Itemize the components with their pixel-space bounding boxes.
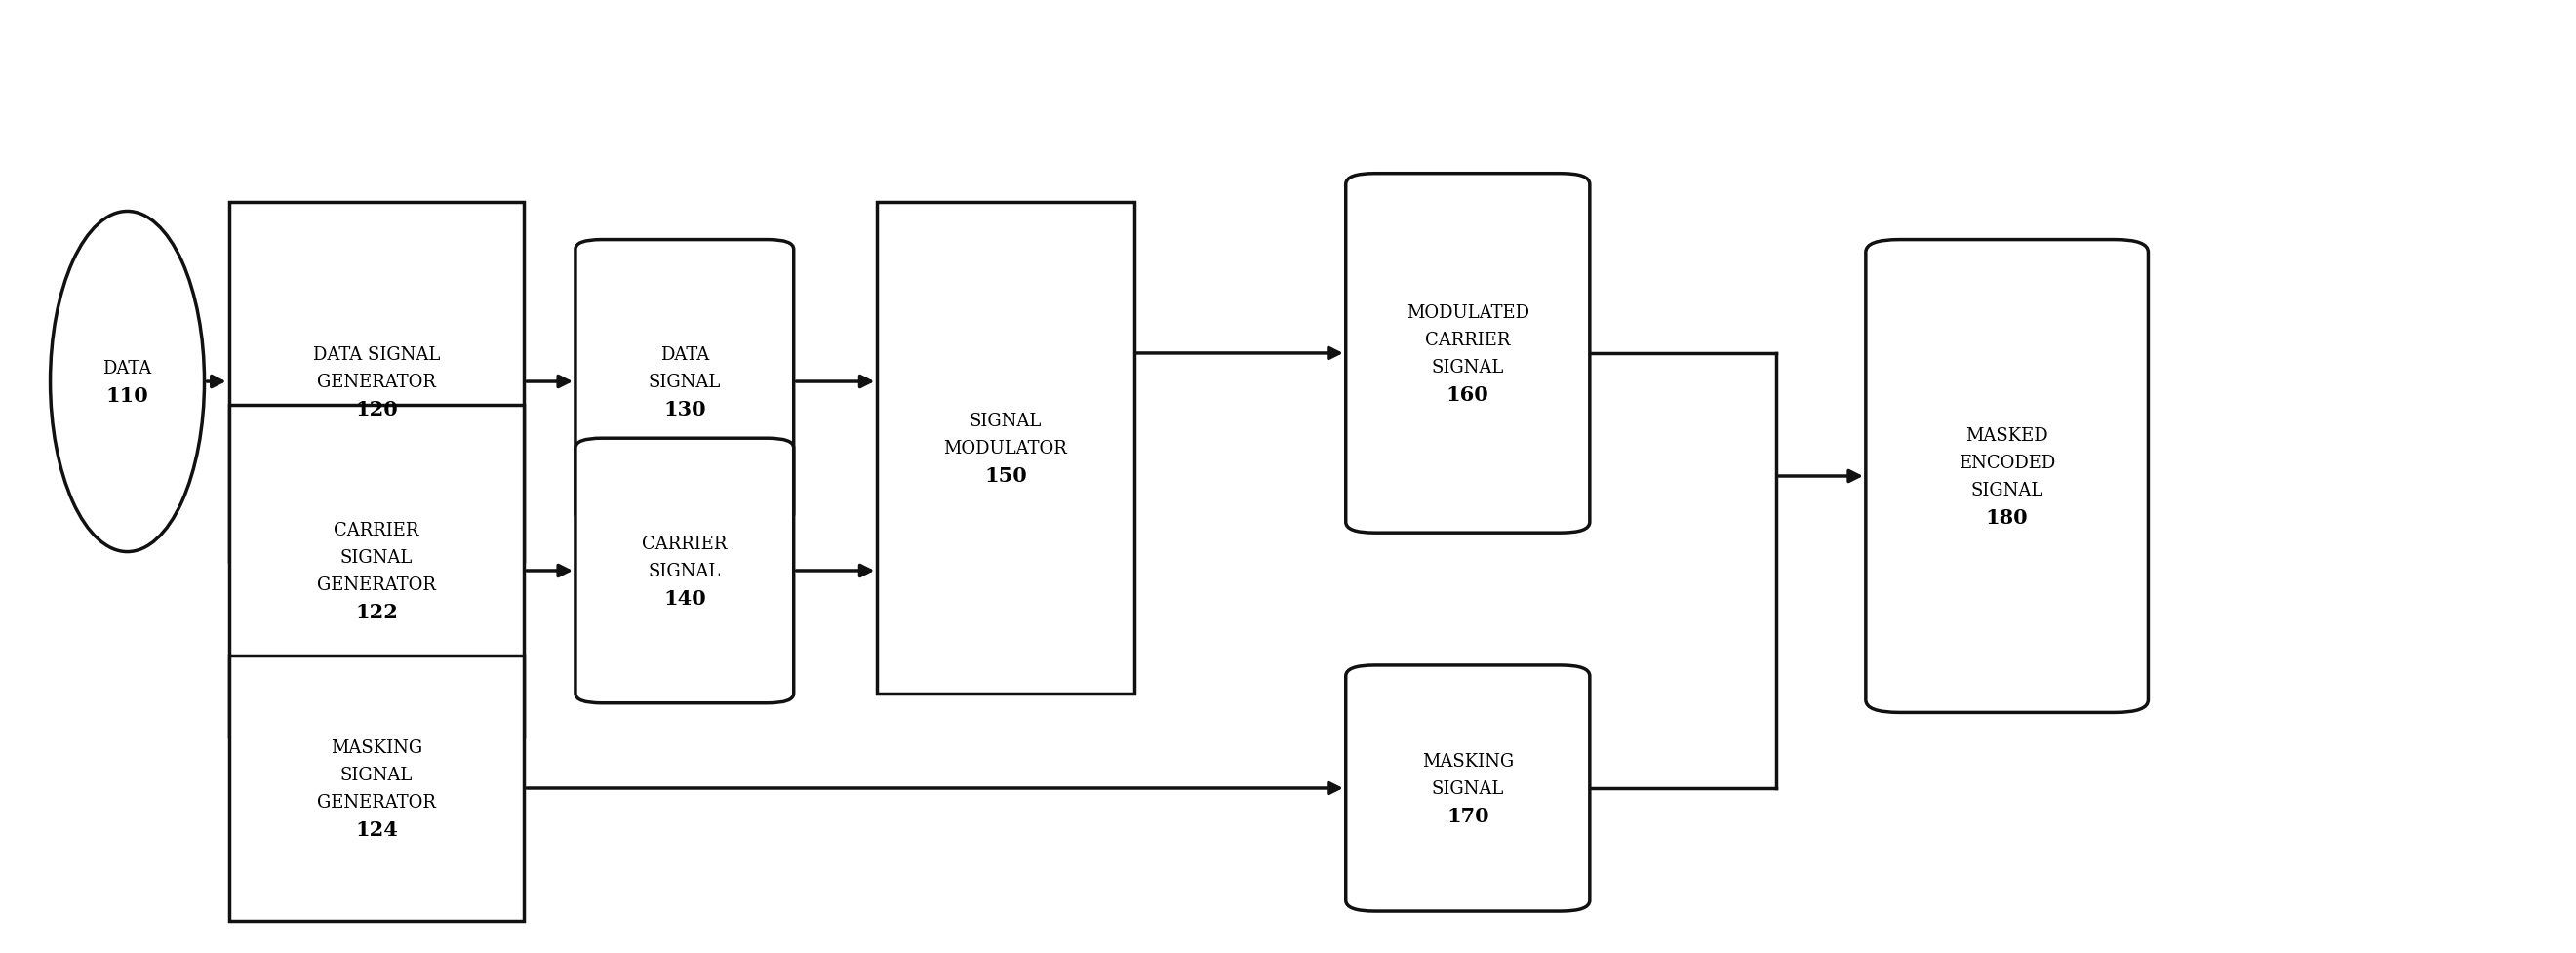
Text: SIGNAL: SIGNAL [649, 562, 721, 579]
Text: 140: 140 [662, 588, 706, 608]
FancyBboxPatch shape [1345, 665, 1589, 911]
Text: MASKING: MASKING [1422, 753, 1515, 770]
Text: 180: 180 [1986, 507, 2027, 527]
Text: MODULATED: MODULATED [1406, 304, 1530, 322]
Text: 110: 110 [106, 386, 149, 405]
FancyBboxPatch shape [1865, 240, 2148, 713]
FancyBboxPatch shape [878, 202, 1133, 694]
Text: CARRIER: CARRIER [641, 536, 726, 553]
Text: 124: 124 [355, 819, 397, 839]
Text: 130: 130 [662, 399, 706, 418]
Text: SIGNAL: SIGNAL [340, 766, 412, 783]
Text: 150: 150 [984, 465, 1028, 485]
Text: DATA: DATA [103, 359, 152, 377]
Text: MASKING: MASKING [330, 739, 422, 757]
Text: DATA SIGNAL: DATA SIGNAL [312, 346, 440, 364]
Text: DATA: DATA [659, 346, 708, 364]
Text: 170: 170 [1448, 805, 1489, 825]
Text: 120: 120 [355, 399, 397, 418]
Text: ENCODED: ENCODED [1958, 455, 2056, 472]
Text: SIGNAL: SIGNAL [649, 374, 721, 391]
Text: SIGNAL: SIGNAL [1432, 780, 1504, 797]
Text: GENERATOR: GENERATOR [317, 374, 435, 391]
FancyBboxPatch shape [229, 202, 523, 561]
Text: 122: 122 [355, 601, 397, 621]
FancyBboxPatch shape [229, 406, 523, 737]
FancyBboxPatch shape [574, 240, 793, 524]
Text: MODULATOR: MODULATOR [943, 439, 1066, 456]
Ellipse shape [52, 212, 204, 552]
Text: SIGNAL: SIGNAL [340, 549, 412, 566]
FancyBboxPatch shape [229, 656, 523, 921]
Text: GENERATOR: GENERATOR [317, 576, 435, 594]
Text: CARRIER: CARRIER [335, 521, 420, 539]
Text: GENERATOR: GENERATOR [317, 793, 435, 811]
Text: SIGNAL: SIGNAL [1432, 358, 1504, 375]
Text: SIGNAL: SIGNAL [1971, 481, 2043, 498]
FancyBboxPatch shape [1345, 174, 1589, 533]
Text: CARRIER: CARRIER [1425, 332, 1510, 349]
Text: SIGNAL: SIGNAL [969, 413, 1041, 430]
FancyBboxPatch shape [574, 438, 793, 703]
Text: MASKED: MASKED [1965, 427, 2048, 445]
Text: 160: 160 [1445, 384, 1489, 404]
